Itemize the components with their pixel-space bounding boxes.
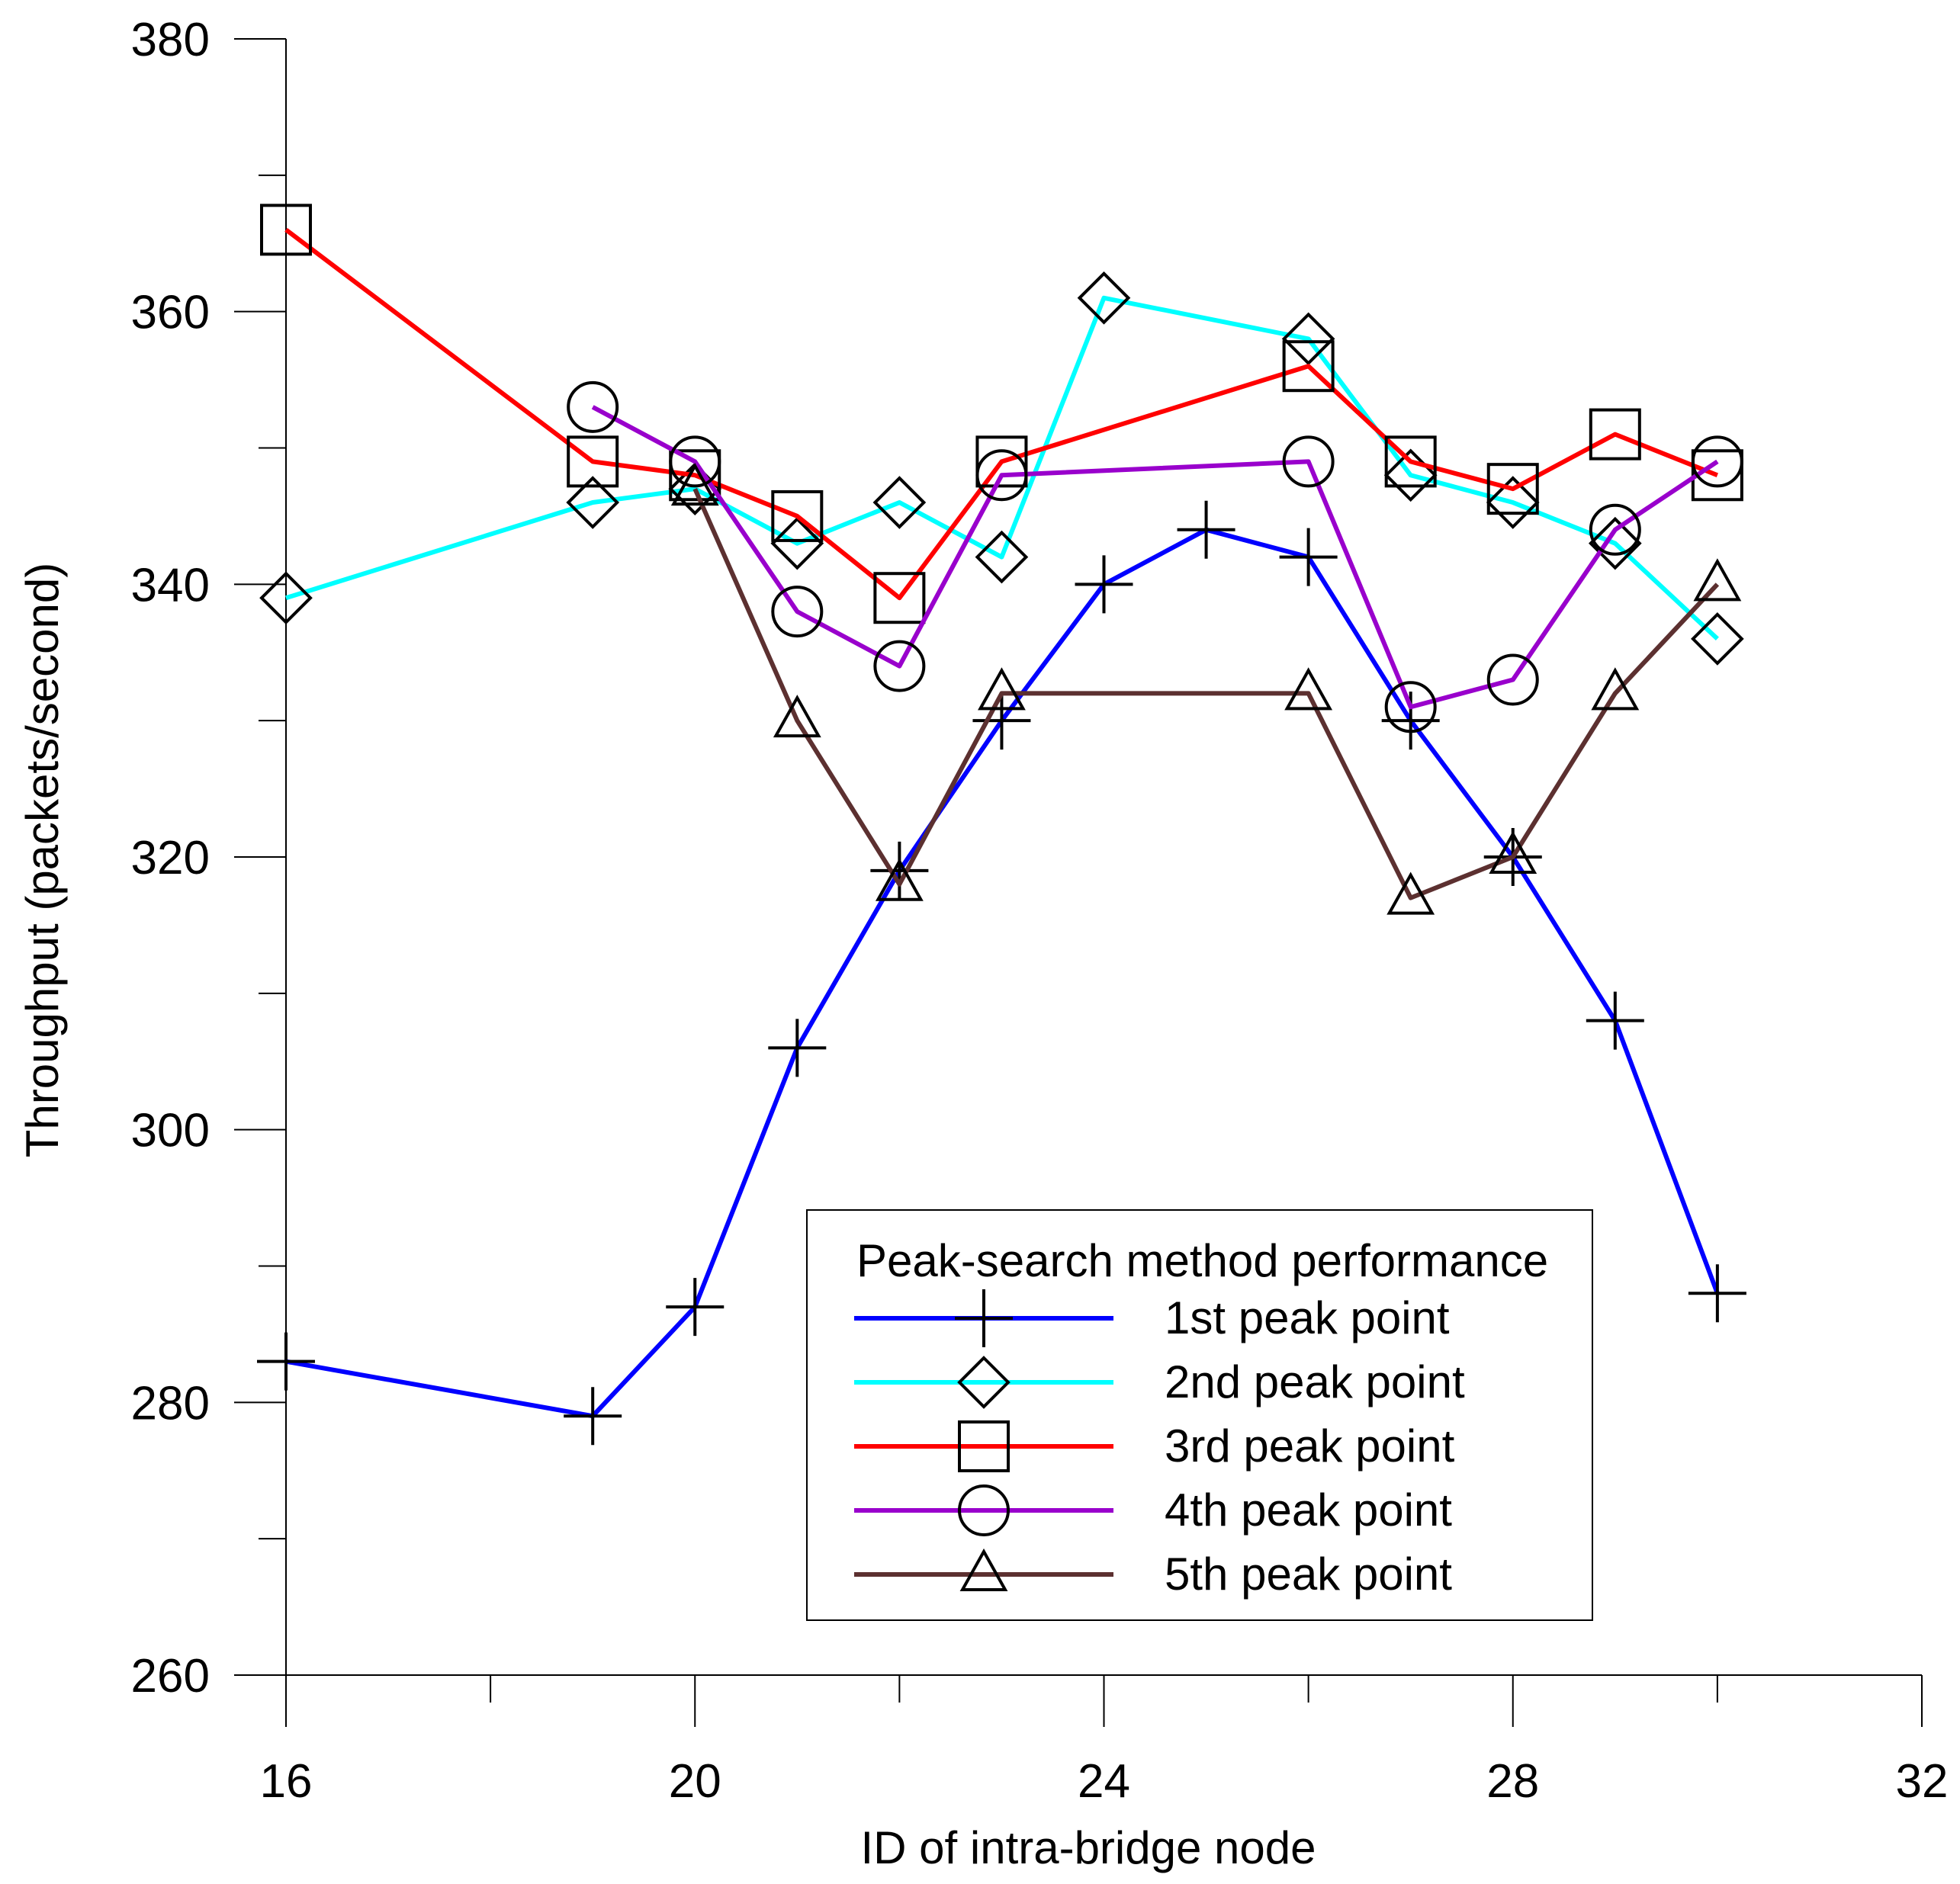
data-point-marker — [870, 841, 929, 900]
data-point-marker — [770, 516, 824, 570]
y-tick-label: 380 — [131, 14, 210, 66]
y-tick-label: 260 — [131, 1650, 210, 1703]
data-point-marker — [1693, 558, 1742, 602]
legend-item-5: 5th peak point — [854, 1548, 1452, 1600]
data-point-marker — [1691, 435, 1743, 488]
legend-item-4: 4th peak point — [854, 1484, 1452, 1536]
legend-label: 3rd peak point — [1165, 1420, 1455, 1472]
series-line-2 — [285, 295, 1719, 641]
data-point-marker — [1384, 435, 1437, 488]
y-tick-label: 340 — [131, 559, 210, 611]
legend-label: 4th peak point — [1165, 1484, 1452, 1536]
data-point-marker — [1589, 408, 1641, 461]
y-tick-label: 280 — [131, 1377, 210, 1430]
series-line-3 — [284, 227, 1718, 601]
y-axis-title: Throughput (packets/second) — [17, 563, 68, 1157]
data-point-marker — [972, 692, 1031, 750]
series-line-4 — [591, 405, 1719, 710]
x-tick-label: 16 — [260, 1755, 313, 1808]
y-tick-label: 300 — [131, 1105, 210, 1157]
data-point-marker — [1589, 503, 1641, 556]
legend-title: Peak-search method performance — [856, 1235, 1548, 1286]
data-point-marker — [1486, 653, 1539, 706]
data-point-marker — [1588, 516, 1642, 570]
legend-label: 1st peak point — [1165, 1292, 1450, 1343]
legend-marker — [958, 1484, 1010, 1536]
data-point-marker — [566, 476, 620, 529]
data-point-marker — [669, 449, 721, 502]
data-point-marker — [1177, 500, 1235, 559]
data-point-marker — [259, 571, 313, 625]
x-tick-label: 20 — [669, 1755, 721, 1808]
legend-item-1: 1st peak point — [854, 1289, 1450, 1347]
data-point-marker — [567, 435, 619, 488]
x-tick-label: 28 — [1486, 1755, 1539, 1808]
legend-label: 2nd peak point — [1165, 1356, 1465, 1407]
data-point-marker — [873, 572, 926, 624]
data-point-marker — [768, 1019, 827, 1077]
data-point-marker — [873, 640, 926, 692]
data-point-marker — [872, 476, 927, 529]
data-point-marker — [975, 435, 1028, 488]
legend-item-3: 3rd peak point — [854, 1420, 1455, 1472]
data-point-marker — [1282, 340, 1335, 393]
data-point-marker — [1688, 1264, 1746, 1323]
data-point-marker — [1077, 271, 1131, 325]
x-tick-label: 24 — [1078, 1755, 1130, 1808]
data-point-marker — [773, 695, 821, 738]
data-point-marker — [666, 1278, 725, 1337]
legend-marker — [958, 1420, 1010, 1472]
legend-marker — [955, 1289, 1013, 1347]
series-5 — [670, 463, 1742, 915]
data-point-marker — [1386, 871, 1435, 915]
data-point-marker — [1384, 681, 1437, 733]
data-point-marker — [875, 858, 924, 901]
data-point-marker — [1691, 612, 1744, 666]
data-point-marker — [669, 435, 721, 488]
data-point-marker — [1282, 435, 1335, 488]
series-4 — [567, 380, 1743, 733]
data-point-marker — [975, 530, 1029, 584]
series-3 — [260, 204, 1743, 624]
data-point-marker — [771, 489, 824, 542]
legend-marker — [957, 1356, 1011, 1409]
x-tick-label: 32 — [1896, 1755, 1949, 1808]
data-point-marker — [260, 204, 312, 256]
data-point-marker — [564, 1387, 622, 1446]
series-layer — [257, 204, 1746, 1446]
data-point-marker — [1591, 667, 1640, 711]
legend-box — [806, 1209, 1593, 1621]
data-point-marker — [1586, 991, 1644, 1050]
data-point-marker — [1281, 312, 1335, 366]
data-point-marker — [670, 463, 719, 506]
series-line-5 — [692, 487, 1720, 900]
data-point-marker — [567, 380, 619, 433]
y-tick-label: 320 — [131, 832, 210, 884]
data-point-marker — [257, 1332, 315, 1391]
legend-item-2: 2nd peak point — [854, 1356, 1465, 1409]
data-point-marker — [1284, 667, 1333, 711]
data-point-marker — [978, 667, 1026, 711]
legend: Peak-search method performance 1st peak … — [806, 1209, 1593, 1621]
data-point-marker — [771, 586, 824, 638]
legend-items: 1st peak point 2nd peak point 3rd peak poi… — [854, 1289, 1465, 1600]
data-point-marker — [975, 449, 1028, 502]
legend-label: 5th peak point — [1165, 1549, 1452, 1600]
x-axis-title: ID of intra-bridge node — [860, 1822, 1316, 1873]
axes: 260 280 300 320 340 360 380 16 20 24 28 32 — [131, 14, 1949, 1808]
data-point-marker — [1486, 463, 1539, 515]
data-point-marker — [1279, 528, 1338, 586]
series-2 — [259, 271, 1744, 666]
y-tick-label: 360 — [131, 287, 210, 339]
data-point-marker — [1075, 555, 1133, 614]
data-point-marker — [1489, 830, 1537, 874]
legend-marker — [959, 1548, 1008, 1591]
data-point-marker — [1486, 476, 1540, 529]
